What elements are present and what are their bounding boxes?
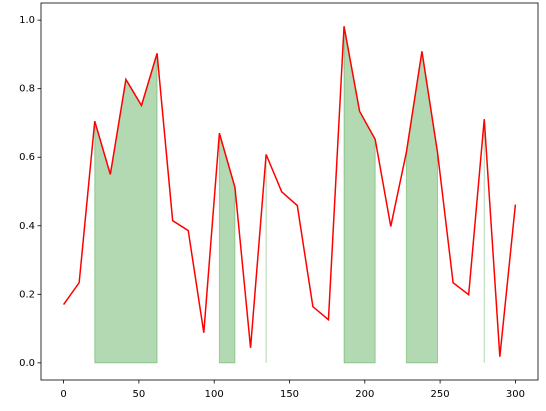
y-tick-label: 0.4 — [19, 221, 35, 232]
y-tick-label: 1.0 — [19, 15, 35, 26]
x-tick-label: 50 — [133, 389, 146, 400]
y-tick-label: 0.0 — [19, 358, 35, 369]
fill-region — [405, 51, 439, 364]
y-tick-label: 0.2 — [19, 289, 35, 300]
fill-region — [218, 133, 236, 364]
fill-region — [343, 26, 376, 364]
y-tick-label: 0.8 — [19, 84, 35, 95]
x-tick-label: 0 — [60, 389, 66, 400]
x-tick-label: 300 — [506, 389, 525, 400]
y-tick-label: 0.6 — [19, 152, 35, 163]
x-tick-label: 100 — [205, 389, 224, 400]
x-tick-label: 200 — [355, 389, 374, 400]
x-tick-label: 150 — [280, 389, 299, 400]
fill-region — [94, 53, 158, 364]
line — [62, 26, 517, 357]
x-tick-label: 250 — [431, 389, 450, 400]
